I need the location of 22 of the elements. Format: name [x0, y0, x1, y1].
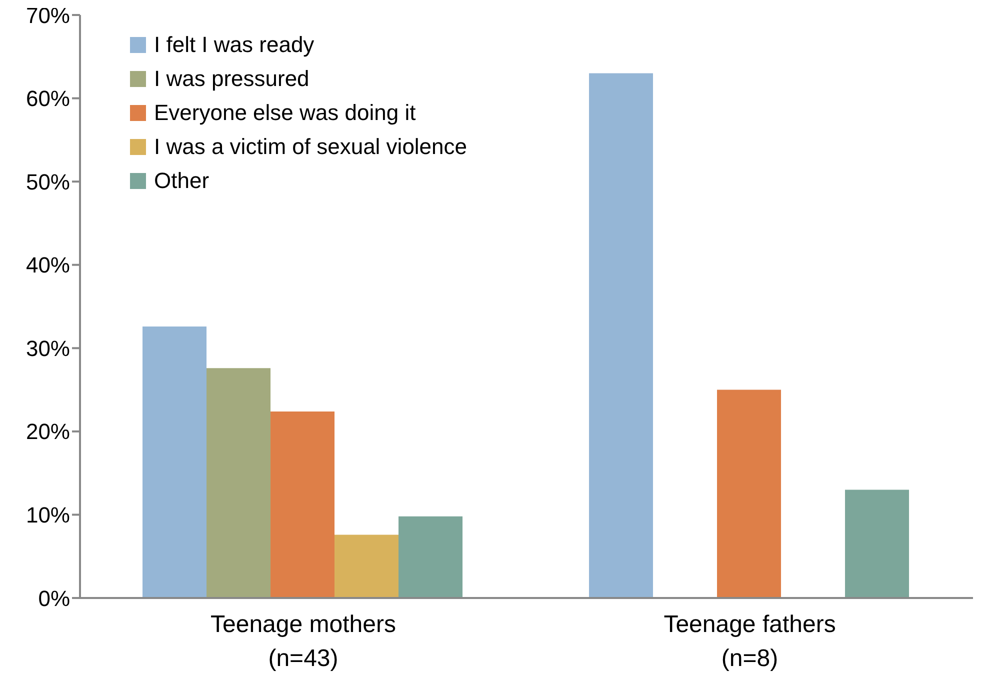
y-tick-label: 50%	[26, 169, 70, 194]
y-tick-label: 30%	[26, 336, 70, 361]
x-tick-label: Teenage fathers (n=8)	[664, 611, 836, 672]
y-tick-label: 0%	[38, 586, 70, 611]
bar	[142, 326, 207, 598]
legend-label: I felt I was ready	[154, 31, 314, 59]
legend-label: I was pressured	[154, 65, 310, 93]
y-tick-label: 10%	[26, 502, 70, 528]
legend-label: Other	[154, 167, 210, 195]
x-tick-label: Teenage mothers (n=43)	[210, 611, 396, 672]
bar	[717, 390, 782, 598]
bar	[270, 411, 335, 598]
legend-label: Everyone else was doing it	[154, 99, 416, 127]
bar	[334, 534, 399, 598]
bar	[398, 516, 463, 598]
bar	[589, 73, 654, 598]
legend-label: I was a victim of sexual violence	[154, 133, 468, 161]
bar	[845, 490, 910, 598]
y-tick-label: 20%	[26, 419, 70, 444]
bar	[206, 368, 271, 598]
y-tick-label: 60%	[26, 86, 70, 112]
y-tick-label: 40%	[26, 252, 70, 278]
